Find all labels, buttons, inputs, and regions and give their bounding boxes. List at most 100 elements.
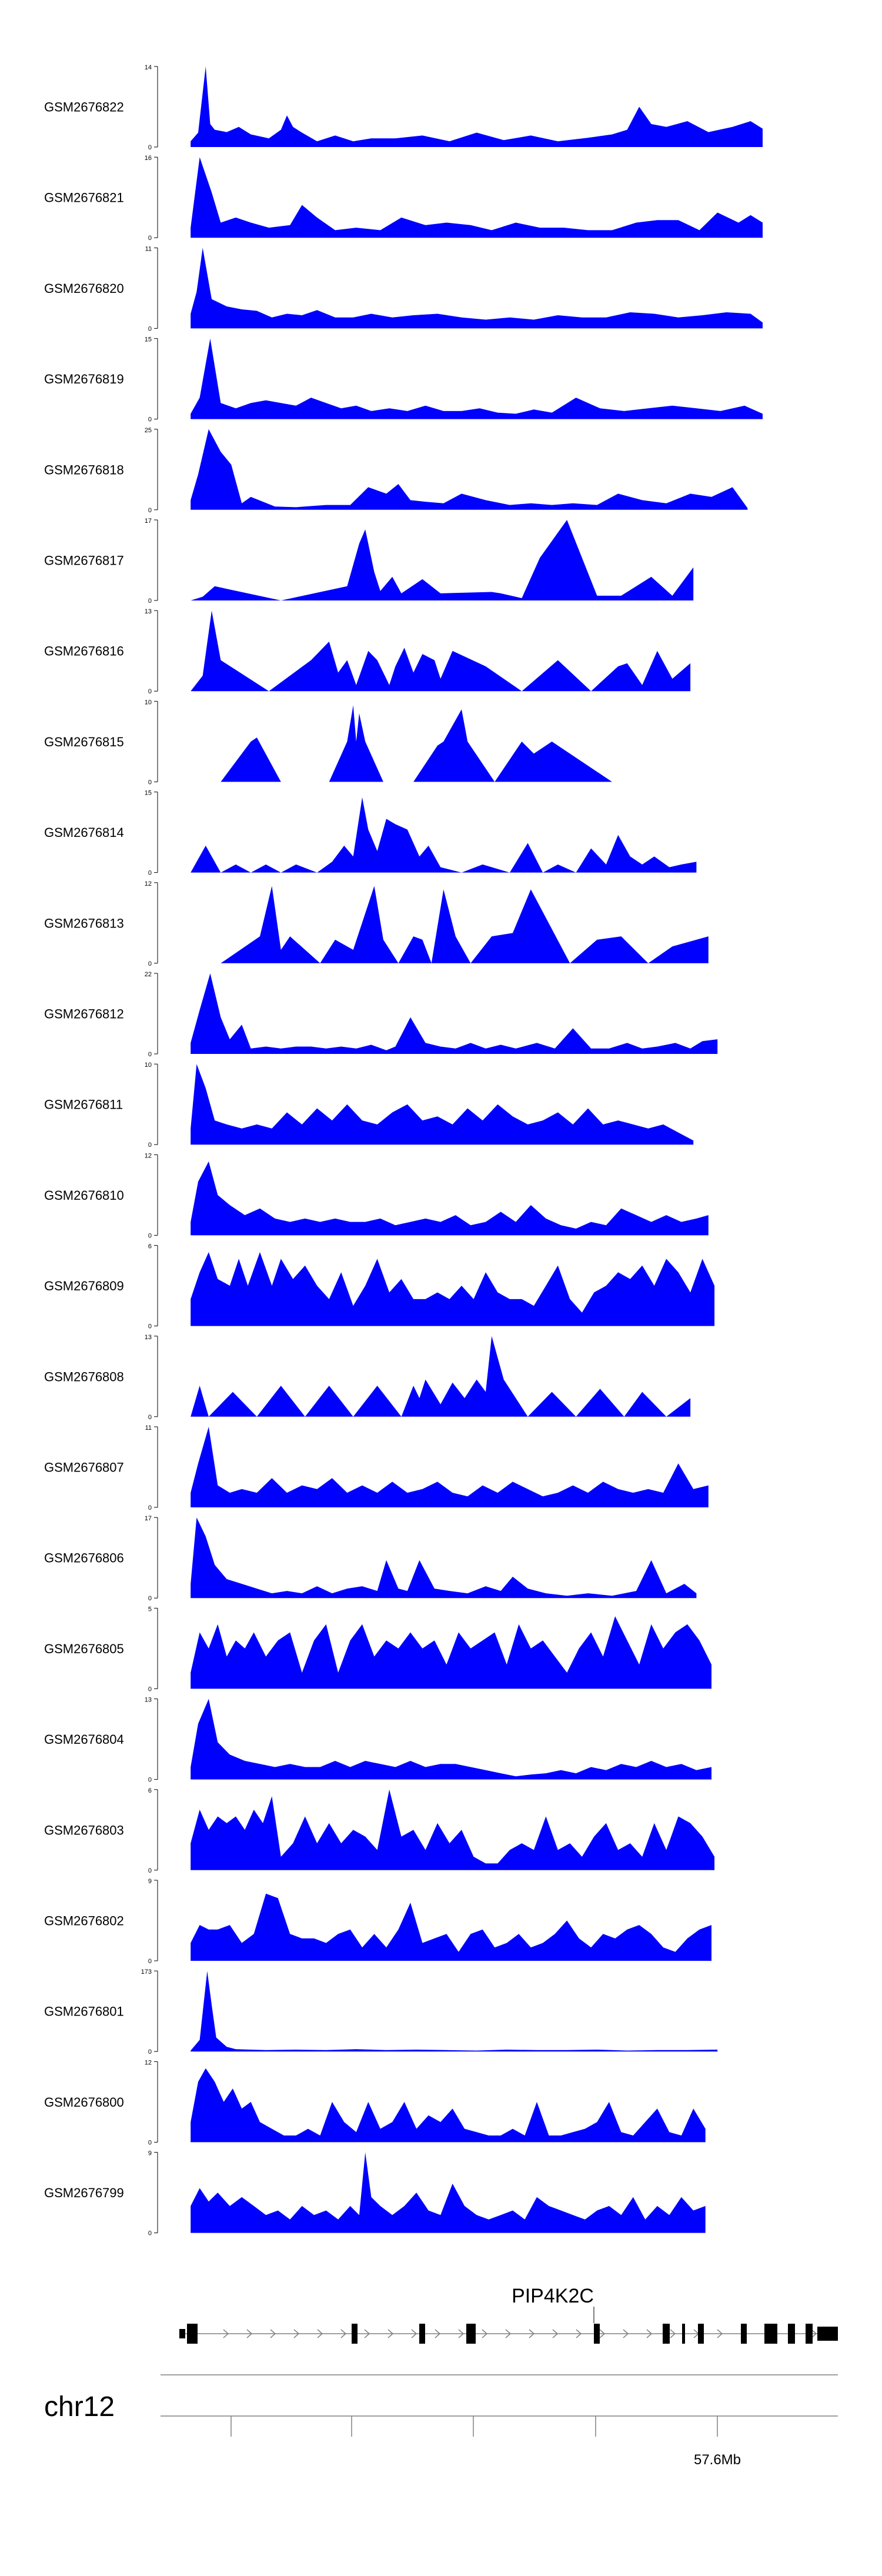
- coverage-area: [191, 338, 763, 419]
- y-max-label: 173: [141, 1968, 152, 1976]
- track-GSM2676814: GSM2676814 15 0: [44, 790, 697, 877]
- exon-block: [179, 2329, 185, 2338]
- track-label: GSM2676818: [44, 462, 124, 477]
- coverage-area: [191, 66, 763, 147]
- coverage-area: [191, 1161, 709, 1236]
- track-label: GSM2676803: [44, 1823, 124, 1837]
- track-label: GSM2676805: [44, 1641, 124, 1656]
- coverage-area: [191, 429, 748, 510]
- strand-chevron: [411, 2329, 417, 2338]
- exon-block: [594, 2324, 600, 2344]
- exon-block: [764, 2324, 777, 2344]
- y-max-label: 9: [148, 1878, 152, 1885]
- exon-block: [466, 2324, 476, 2344]
- track-label: GSM2676810: [44, 1188, 124, 1203]
- track-label: GSM2676801: [44, 2004, 124, 2019]
- coverage-area: [191, 157, 763, 238]
- exon-block: [741, 2324, 747, 2344]
- exon-block: [817, 2327, 838, 2341]
- track-GSM2676812: GSM2676812 22 0: [44, 971, 718, 1058]
- y-max-label: 14: [145, 64, 152, 71]
- track-label: GSM2676817: [44, 553, 124, 568]
- y-min-label: 0: [148, 870, 152, 877]
- y-max-label: 11: [145, 1424, 152, 1432]
- y-min-label: 0: [148, 416, 152, 423]
- coverage-area: [191, 2152, 706, 2233]
- coverage-area: [191, 1971, 718, 2052]
- strand-chevron: [811, 2329, 817, 2338]
- y-min-label: 0: [148, 1232, 152, 1239]
- exon-block: [419, 2324, 425, 2344]
- track-GSM2676819: GSM2676819 15 0: [44, 336, 763, 423]
- exon-block: [698, 2324, 704, 2344]
- track-GSM2676802: GSM2676802 9 0: [44, 1878, 711, 1965]
- strand-chevron: [482, 2329, 488, 2338]
- y-min-label: 0: [148, 507, 152, 514]
- gene-track: PIP4K2C: [179, 2285, 838, 2344]
- y-min-label: 0: [148, 2230, 152, 2237]
- y-min-label: 0: [148, 1051, 152, 1058]
- track-label: GSM2676822: [44, 100, 124, 115]
- y-min-label: 0: [148, 144, 152, 151]
- track-label: GSM2676804: [44, 1732, 124, 1747]
- y-min-label: 0: [148, 1595, 152, 1602]
- y-max-label: 15: [145, 790, 152, 797]
- y-max-label: 12: [145, 880, 152, 887]
- coverage-area: [191, 248, 763, 329]
- y-max-label: 15: [145, 336, 152, 343]
- track-GSM2676809: GSM2676809 6 0: [44, 1243, 715, 1330]
- track-GSM2676805: GSM2676805 5 0: [44, 1606, 711, 1693]
- strand-chevron: [529, 2329, 535, 2338]
- y-max-label: 25: [145, 427, 152, 434]
- gene-label: PIP4K2C: [512, 2285, 594, 2307]
- exon-block: [187, 2324, 198, 2344]
- y-min-label: 0: [148, 779, 152, 786]
- exon-block: [352, 2324, 358, 2344]
- y-max-label: 6: [148, 1787, 152, 1794]
- y-min-label: 0: [148, 1777, 152, 1784]
- y-min-label: 0: [148, 688, 152, 695]
- y-min-label: 0: [148, 1323, 152, 1330]
- track-label: GSM2676800: [44, 2095, 124, 2110]
- track-GSM2676806: GSM2676806 17 0: [44, 1515, 697, 1602]
- track-GSM2676799: GSM2676799 9 0: [44, 2150, 706, 2237]
- coverage-area: [191, 1336, 691, 1417]
- strand-chevron: [623, 2329, 629, 2338]
- genome-axis: chr12 57.6Mb: [44, 2374, 838, 2468]
- y-max-label: 5: [148, 1606, 152, 1613]
- y-min-label: 0: [148, 598, 152, 605]
- y-max-label: 13: [145, 608, 152, 615]
- y-min-label: 0: [148, 1504, 152, 1511]
- coverage-area: [191, 1699, 711, 1780]
- track-GSM2676803: GSM2676803 6 0: [44, 1787, 715, 1874]
- coverage-area: [191, 1252, 715, 1326]
- track-label: GSM2676807: [44, 1460, 124, 1475]
- track-GSM2676821: GSM2676821 16 0: [44, 155, 763, 242]
- coverage-area: [191, 1427, 709, 1507]
- strand-chevron: [670, 2329, 676, 2338]
- track-label: GSM2676815: [44, 735, 124, 749]
- track-label: GSM2676809: [44, 1279, 124, 1293]
- track-GSM2676807: GSM2676807 11 0: [44, 1424, 709, 1511]
- coverage-area: [191, 973, 718, 1054]
- track-GSM2676804: GSM2676804 13 0: [44, 1697, 711, 1784]
- coverage-area: [191, 1893, 711, 1961]
- strand-chevron: [576, 2329, 582, 2338]
- track-GSM2676820: GSM2676820 11 0: [44, 245, 763, 332]
- y-min-label: 0: [148, 1686, 152, 1693]
- y-min-label: 0: [148, 1867, 152, 1874]
- track-label: GSM2676821: [44, 191, 124, 205]
- y-max-label: 13: [145, 1697, 152, 1704]
- track-label: GSM2676799: [44, 2185, 124, 2200]
- track-GSM2676818: GSM2676818 25 0: [44, 427, 748, 514]
- track-label: GSM2676806: [44, 1551, 124, 1566]
- coverage-area: [191, 1517, 697, 1599]
- strand-chevron: [387, 2329, 394, 2338]
- track-GSM2676816: GSM2676816 13 0: [44, 608, 691, 695]
- y-min-label: 0: [148, 2139, 152, 2146]
- strand-chevron: [364, 2329, 370, 2338]
- track-GSM2676801: GSM2676801 173 0: [44, 1968, 718, 2056]
- track-label: GSM2676802: [44, 1914, 124, 1928]
- y-max-label: 16: [145, 155, 152, 162]
